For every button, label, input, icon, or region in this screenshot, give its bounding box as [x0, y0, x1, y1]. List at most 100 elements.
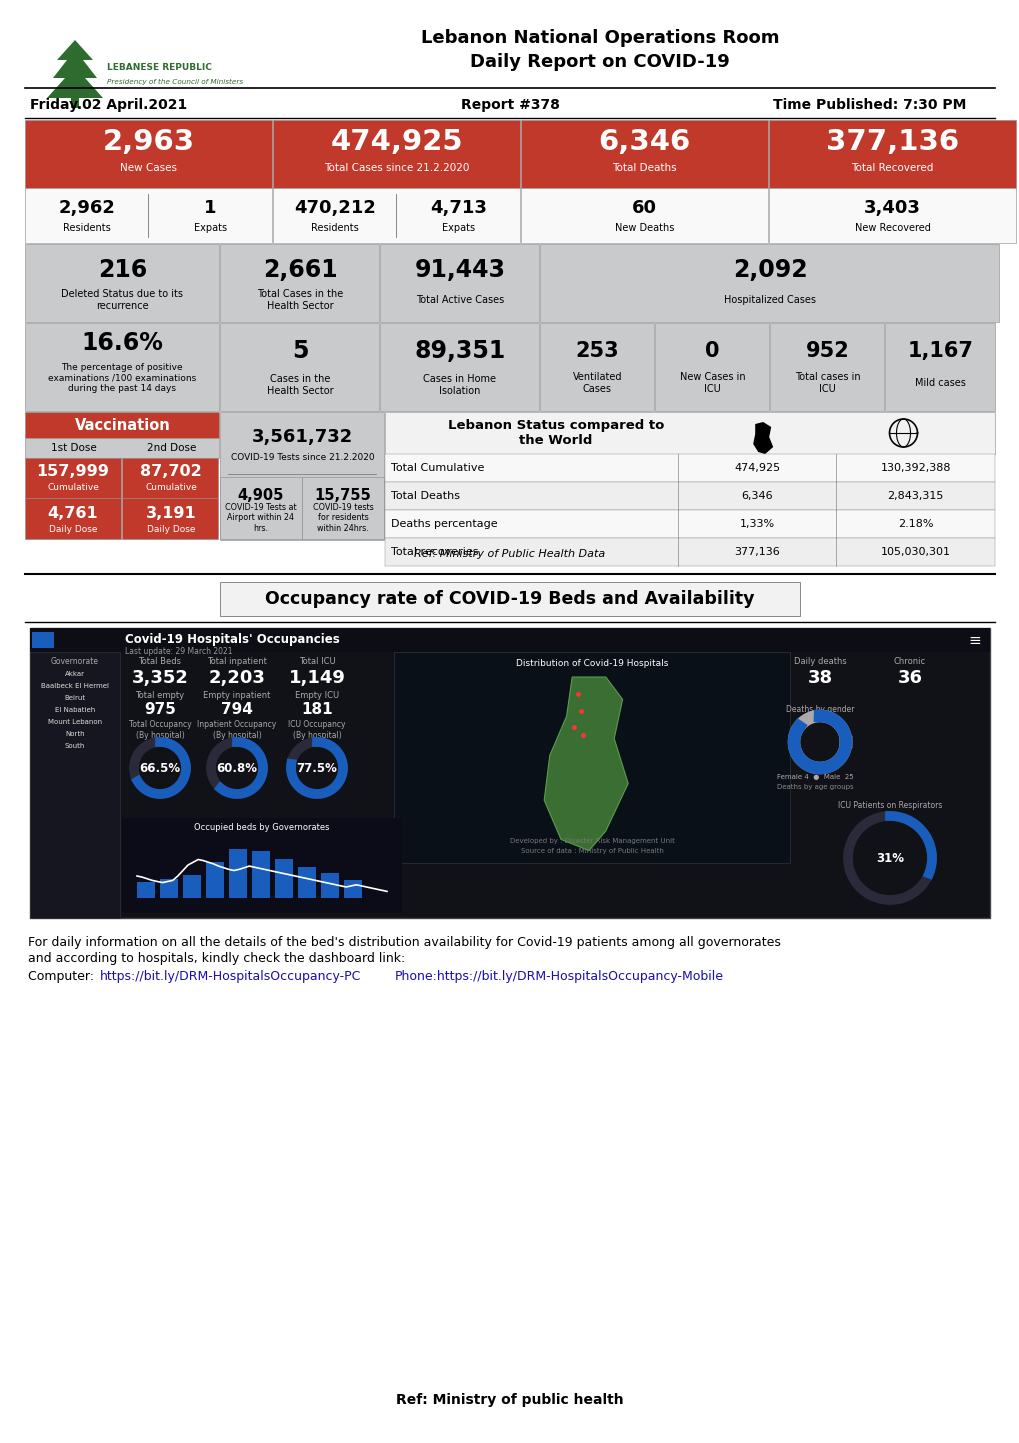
- Text: 4,905: 4,905: [237, 488, 284, 502]
- Text: 975: 975: [144, 701, 175, 717]
- Text: Akkar: Akkar: [65, 671, 85, 677]
- Text: 470,212: 470,212: [293, 199, 375, 216]
- Text: 2,203: 2,203: [208, 670, 265, 687]
- FancyBboxPatch shape: [220, 413, 383, 540]
- Text: Residents: Residents: [311, 224, 359, 232]
- FancyBboxPatch shape: [137, 882, 155, 898]
- FancyBboxPatch shape: [25, 439, 219, 457]
- Polygon shape: [47, 40, 103, 98]
- FancyBboxPatch shape: [160, 879, 178, 898]
- FancyBboxPatch shape: [384, 509, 994, 538]
- Text: 2.18%: 2.18%: [897, 519, 932, 530]
- Text: El Nabatieh: El Nabatieh: [55, 707, 95, 713]
- Text: 2,962: 2,962: [58, 199, 115, 216]
- FancyBboxPatch shape: [220, 244, 379, 322]
- Text: For daily information on all the details of the bed's distribution availability : For daily information on all the details…: [28, 937, 781, 949]
- Text: 0: 0: [704, 341, 719, 361]
- FancyBboxPatch shape: [343, 880, 362, 898]
- Text: Beirut: Beirut: [64, 696, 86, 701]
- Text: 3,403: 3,403: [863, 199, 920, 216]
- Text: 77.5%: 77.5%: [297, 762, 337, 775]
- Text: 38: 38: [807, 670, 832, 687]
- FancyBboxPatch shape: [25, 244, 219, 322]
- Text: Deaths percentage: Deaths percentage: [390, 519, 497, 530]
- FancyBboxPatch shape: [122, 457, 218, 498]
- FancyBboxPatch shape: [220, 323, 379, 411]
- Text: Expats: Expats: [194, 224, 226, 232]
- FancyBboxPatch shape: [521, 188, 767, 242]
- Text: New Recovered: New Recovered: [854, 224, 929, 232]
- Text: COVID-19 Tests at
Airport within 24
hrs.: COVID-19 Tests at Airport within 24 hrs.: [225, 504, 297, 532]
- Text: LEBANESE REPUBLIC: LEBANESE REPUBLIC: [107, 63, 212, 72]
- Text: Daily Dose: Daily Dose: [49, 524, 97, 534]
- Text: Mild cases: Mild cases: [914, 378, 965, 388]
- Text: 2,661: 2,661: [263, 258, 337, 281]
- Text: Covid-19 Hospitals' Occupancies: Covid-19 Hospitals' Occupancies: [125, 633, 339, 646]
- Text: 377,136: 377,136: [734, 547, 780, 557]
- Text: 2,963: 2,963: [102, 128, 195, 156]
- Text: 91,443: 91,443: [414, 258, 505, 281]
- Text: North: North: [65, 732, 85, 737]
- FancyBboxPatch shape: [25, 413, 219, 439]
- Text: Computer:: Computer:: [28, 970, 98, 983]
- Text: 952: 952: [805, 341, 849, 361]
- Text: 157,999: 157,999: [37, 465, 109, 479]
- FancyBboxPatch shape: [252, 851, 270, 898]
- FancyBboxPatch shape: [25, 498, 121, 540]
- Text: and according to hospitals, kindly check the dashboard link:: and according to hospitals, kindly check…: [28, 952, 405, 965]
- Text: 5: 5: [291, 339, 308, 364]
- Text: Friday.02 April.2021: Friday.02 April.2021: [30, 98, 187, 113]
- Text: Inpatient Occupancy
(By hospital): Inpatient Occupancy (By hospital): [198, 720, 276, 740]
- Text: 36: 36: [897, 670, 921, 687]
- Text: Total cases in
ICU: Total cases in ICU: [794, 372, 859, 394]
- FancyBboxPatch shape: [884, 323, 994, 411]
- FancyBboxPatch shape: [25, 120, 272, 188]
- FancyBboxPatch shape: [539, 244, 998, 322]
- Text: Occupancy rate of COVID-19 Beds and Availability: Occupancy rate of COVID-19 Beds and Avai…: [265, 590, 754, 608]
- FancyBboxPatch shape: [298, 867, 316, 898]
- Text: Daily Dose: Daily Dose: [147, 524, 195, 534]
- Text: 2nd Dose: 2nd Dose: [147, 443, 196, 453]
- FancyBboxPatch shape: [273, 120, 520, 188]
- Text: 3,191: 3,191: [146, 505, 196, 521]
- Text: 16.6%: 16.6%: [81, 330, 163, 355]
- FancyBboxPatch shape: [25, 457, 121, 498]
- FancyBboxPatch shape: [384, 455, 994, 482]
- Text: 15,755: 15,755: [314, 488, 371, 502]
- Text: 1,33%: 1,33%: [739, 519, 773, 530]
- Text: Report #378: Report #378: [461, 98, 558, 113]
- FancyBboxPatch shape: [384, 538, 994, 566]
- Text: 2,843,315: 2,843,315: [887, 491, 943, 501]
- Text: 130,392,388: 130,392,388: [879, 463, 950, 473]
- Text: 2,092: 2,092: [732, 258, 806, 281]
- FancyBboxPatch shape: [30, 652, 120, 918]
- Text: 6,346: 6,346: [598, 128, 690, 156]
- Text: Total Recovered: Total Recovered: [851, 163, 932, 173]
- FancyBboxPatch shape: [122, 498, 218, 540]
- FancyBboxPatch shape: [768, 188, 1015, 242]
- FancyBboxPatch shape: [384, 413, 994, 455]
- FancyBboxPatch shape: [380, 244, 538, 322]
- Text: 1st Dose: 1st Dose: [51, 443, 97, 453]
- Text: Female 4  ●  Male  25: Female 4 ● Male 25: [775, 773, 853, 781]
- Text: 3,561,732: 3,561,732: [252, 429, 353, 446]
- FancyBboxPatch shape: [321, 873, 338, 898]
- FancyBboxPatch shape: [654, 323, 768, 411]
- Text: Governorate: Governorate: [51, 658, 99, 667]
- Text: Lebanon Status compared to
the World: Lebanon Status compared to the World: [447, 418, 663, 447]
- Text: 377,136: 377,136: [825, 128, 958, 156]
- Text: Last update: 29 March 2021: Last update: 29 March 2021: [125, 646, 232, 655]
- Polygon shape: [544, 677, 628, 850]
- Polygon shape: [752, 421, 772, 455]
- Text: 253: 253: [575, 341, 619, 361]
- FancyBboxPatch shape: [273, 188, 520, 242]
- FancyBboxPatch shape: [182, 876, 201, 898]
- Text: 6,346: 6,346: [741, 491, 772, 501]
- Text: Total Deaths: Total Deaths: [611, 163, 677, 173]
- Text: 216: 216: [98, 258, 147, 281]
- Text: Ref: Ministry of public health: Ref: Ministry of public health: [395, 1392, 624, 1407]
- Text: Developed by : Disaster Risk Management Unit: Developed by : Disaster Risk Management …: [510, 838, 674, 844]
- Text: 4,761: 4,761: [48, 505, 98, 521]
- Text: Total Cases since 21.2.2020: Total Cases since 21.2.2020: [323, 163, 469, 173]
- Text: 60.8%: 60.8%: [216, 762, 257, 775]
